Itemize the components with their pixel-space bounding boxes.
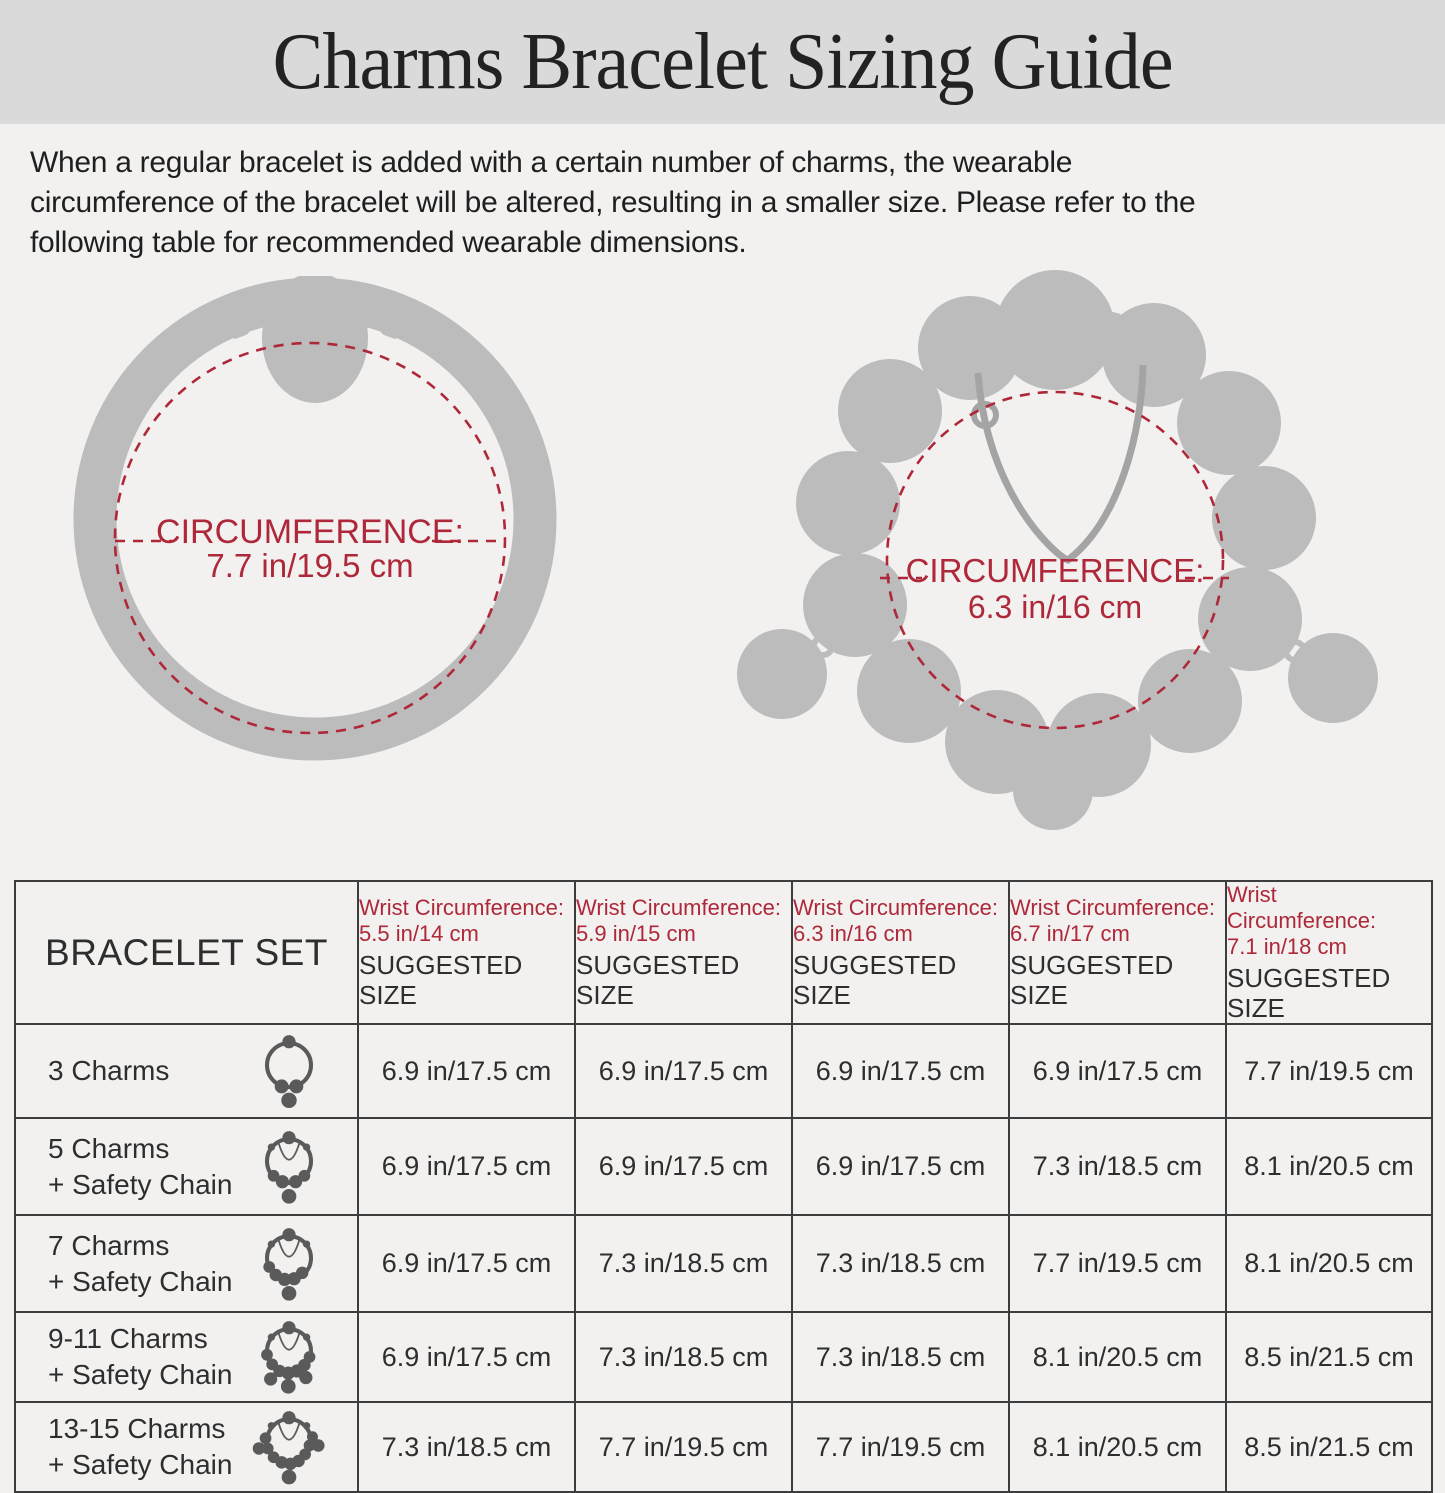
size-value: 7.3 in/18.5 cm <box>574 1311 793 1403</box>
table-row: 7 Charms + Safety Chain <box>14 1214 1433 1313</box>
wrist-circumference-label: Wrist Circumference: <box>576 895 781 920</box>
table-row: 5 Charms + Safety Chain <box>14 1117 1433 1216</box>
bracelet-5-charms-safety-chain-icon <box>264 1130 314 1204</box>
table-row: 9-11 Charms + Safety Chain <box>14 1311 1433 1403</box>
suggested-size-label: SUGGESTED SIZE <box>1010 950 1174 1010</box>
size-value: 6.9 in/17.5 cm <box>357 1023 576 1119</box>
table-row: 13-15 Charms + Safety Chain <box>14 1401 1433 1493</box>
row-label: + Safety Chain <box>48 1449 233 1480</box>
table-header-row: BRACELET SET Wrist Circumference: 5.5 in… <box>14 880 1433 1025</box>
row-label: 3 Charms <box>48 1055 170 1086</box>
bracelet-set-cell: 3 Charms <box>14 1023 359 1119</box>
wrist-circumference-value: 5.5 in/14 cm <box>359 921 479 946</box>
intro-line: When a regular bracelet is added with a … <box>30 146 1073 179</box>
size-value: 7.7 in/19.5 cm <box>574 1401 793 1493</box>
suggested-size-label: SUGGESTED SIZE <box>359 950 523 1010</box>
wrist-circumference-label: Wrist Circumference: <box>793 895 998 920</box>
bracelet-set-cell: 5 Charms + Safety Chain <box>14 1117 359 1216</box>
size-value: 6.9 in/17.5 cm <box>357 1117 576 1216</box>
size-value: 7.7 in/19.5 cm <box>1008 1214 1227 1313</box>
column-header: Wrist Circumference: 6.3 in/16 cm SUGGES… <box>791 880 1010 1025</box>
plain-bracelet-illustration: CIRCUMFERENCE: 7.7 in/19.5 cm <box>73 273 557 761</box>
bracelet-set-header: BRACELET SET <box>14 880 359 1025</box>
row-label: 9-11 Charms <box>48 1323 208 1354</box>
size-value: 6.9 in/17.5 cm <box>1008 1023 1227 1119</box>
circumference-label: CIRCUMFERENCE: <box>156 513 464 551</box>
plain-bracelet-figure: CIRCUMFERENCE: 7.7 in/19.5 cm <box>40 273 600 786</box>
size-value: 7.3 in/18.5 cm <box>791 1311 1010 1403</box>
intro-line: following table for recommended wearable… <box>30 226 747 259</box>
size-value: 6.9 in/17.5 cm <box>791 1023 1010 1119</box>
size-value: 7.3 in/18.5 cm <box>574 1214 793 1313</box>
size-value: 7.7 in/19.5 cm <box>791 1401 1010 1493</box>
row-label: 7 Charms <box>48 1229 170 1261</box>
intro-paragraph: When a regular bracelet is added with a … <box>30 143 1430 263</box>
row-label: + Safety Chain <box>48 1359 233 1390</box>
size-value: 6.9 in/17.5 cm <box>574 1023 793 1119</box>
size-value: 8.1 in/20.5 cm <box>1225 1214 1433 1313</box>
row-label: 13-15 Charms <box>48 1413 226 1444</box>
title-band: Charms Bracelet Sizing Guide <box>0 0 1445 124</box>
size-value: 6.9 in/17.5 cm <box>357 1214 576 1313</box>
size-value: 8.1 in/20.5 cm <box>1008 1311 1227 1403</box>
wrist-circumference-value: 6.3 in/16 cm <box>793 921 913 946</box>
size-value: 8.5 in/21.5 cm <box>1225 1401 1433 1493</box>
size-value: 7.3 in/18.5 cm <box>791 1214 1010 1313</box>
bracelet-13-15-charms-safety-chain-icon <box>252 1411 325 1485</box>
size-value: 7.7 in/19.5 cm <box>1225 1023 1433 1119</box>
row-label: + Safety Chain <box>48 1168 233 1200</box>
charm-bracelet-figure: CIRCUMFERENCE: 6.3 in/16 cm <box>735 265 1400 855</box>
wrist-circumference-label: Wrist Circumference: <box>1010 895 1215 920</box>
bracelet-set-cell: 13-15 Charms + Safety Chain <box>14 1401 359 1493</box>
wrist-circumference-value: 7.1 in/18 cm <box>1227 934 1347 959</box>
bracelet-9-11-charms-safety-chain-icon <box>261 1321 316 1394</box>
size-value: 7.3 in/18.5 cm <box>357 1401 576 1493</box>
suggested-size-label: SUGGESTED SIZE <box>793 950 957 1010</box>
size-value: 7.3 in/18.5 cm <box>1008 1117 1227 1216</box>
size-value: 6.9 in/17.5 cm <box>791 1117 1010 1216</box>
wrist-circumference-value: 5.9 in/15 cm <box>576 921 696 946</box>
circumference-value: 7.7 in/19.5 cm <box>206 547 413 584</box>
bracelet-set-cell: 7 Charms + Safety Chain <box>14 1214 359 1313</box>
suggested-size-label: SUGGESTED SIZE <box>576 950 740 1010</box>
row-label: 5 Charms <box>48 1132 170 1164</box>
size-value: 6.9 in/17.5 cm <box>357 1311 576 1403</box>
size-value: 8.1 in/20.5 cm <box>1008 1401 1227 1493</box>
suggested-size-label: SUGGESTED SIZE <box>1227 963 1391 1023</box>
bracelet-set-cell: 9-11 Charms + Safety Chain <box>14 1311 359 1403</box>
column-header: Wrist Circumference: 5.9 in/15 cm SUGGES… <box>574 880 793 1025</box>
wrist-circumference-label: Wrist Circumference: <box>359 895 564 920</box>
row-label: + Safety Chain <box>48 1265 233 1297</box>
bracelet-3-charms-icon <box>264 1035 314 1109</box>
size-value: 8.1 in/20.5 cm <box>1225 1117 1433 1216</box>
table-row: 3 Charms 6.9 in/17.5 cm 6.9 in/17.5 cm 6… <box>14 1023 1433 1119</box>
column-header: Wrist Circumference: 6.7 in/17 cm SUGGES… <box>1008 880 1227 1025</box>
intro-line: circumference of the bracelet will be al… <box>30 186 1196 219</box>
charm-bracelet-illustration: CIRCUMFERENCE: 6.3 in/16 cm <box>737 270 1378 830</box>
wrist-circumference-label: Wrist Circumference: <box>1227 882 1377 933</box>
sizing-table: BRACELET SET Wrist Circumference: 5.5 in… <box>14 880 1433 1493</box>
page-title: Charms Bracelet Sizing Guide <box>272 17 1174 106</box>
bracelet-7-charms-safety-chain-icon <box>263 1227 314 1301</box>
wrist-circumference-value: 6.7 in/17 cm <box>1010 921 1130 946</box>
column-header: Wrist Circumference: 5.5 in/14 cm SUGGES… <box>357 880 576 1025</box>
column-header: Wrist Circumference: 7.1 in/18 cm SUGGES… <box>1225 880 1433 1025</box>
size-value: 8.5 in/21.5 cm <box>1225 1311 1433 1403</box>
size-value: 6.9 in/17.5 cm <box>574 1117 793 1216</box>
circumference-label: CIRCUMFERENCE: <box>906 552 1205 589</box>
circumference-value: 6.3 in/16 cm <box>968 589 1142 625</box>
